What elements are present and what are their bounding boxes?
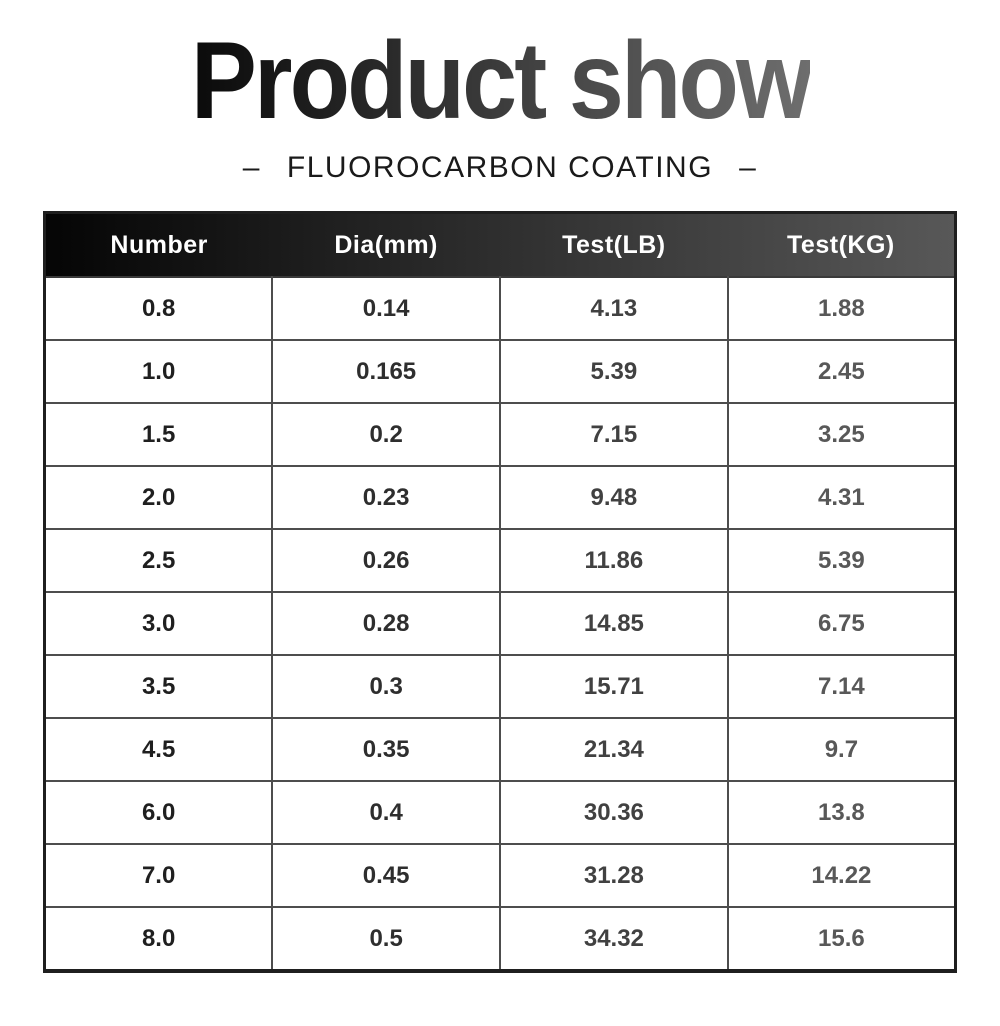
subtitle-dash-right: – — [739, 151, 758, 184]
table-cell: 0.45 — [271, 843, 501, 908]
column-header-test-kg: Test(KG) — [787, 230, 895, 259]
subtitle-text: FLUOROCARBON COATING — [286, 151, 714, 184]
table-cell: 5.39 — [726, 528, 957, 593]
table-body: 0.8 0.14 4.13 1.88 1.0 0.165 5.39 2.45 1.5 0.2 7.1… — [43, 276, 957, 972]
table-cell: 30.36 — [499, 780, 729, 845]
table-cell: 7.14 — [726, 654, 957, 719]
table-cell: 0.8 — [43, 276, 274, 341]
subtitle: – FLUOROCARBON COATING – — [0, 151, 1000, 185]
table-header-row: Number Dia(mm) Test(LB) Test(KG) — [45, 213, 956, 278]
table-row: 3.0 0.28 14.85 6.75 — [43, 591, 957, 656]
table-cell: 21.34 — [499, 717, 729, 782]
table-cell: 34.32 — [499, 906, 729, 972]
table-cell: 15.71 — [499, 654, 729, 719]
table-cell: 3.5 — [43, 654, 274, 719]
table-row: 1.5 0.2 7.15 3.25 — [43, 402, 957, 467]
table-cell: 0.14 — [271, 276, 501, 341]
table-cell: 14.85 — [499, 591, 729, 656]
table-cell: 1.88 — [726, 276, 957, 341]
table-cell: 1.0 — [43, 339, 274, 404]
column-header-number: Number — [110, 230, 208, 259]
header-section: Product show — [0, 26, 1000, 135]
table-cell: 4.13 — [499, 276, 729, 341]
table-cell: 0.2 — [271, 402, 501, 467]
table-cell: 2.5 — [43, 528, 274, 593]
table-cell: 0.4 — [271, 780, 501, 845]
table-cell: 2.0 — [43, 465, 274, 530]
table-row: 6.0 0.4 30.36 13.8 — [43, 780, 957, 845]
table-cell: 14.22 — [726, 843, 957, 908]
table-cell: 11.86 — [499, 528, 729, 593]
column-header-test-lb: Test(LB) — [562, 230, 666, 259]
table-cell: 4.5 — [43, 717, 274, 782]
table-row: 2.5 0.26 11.86 5.39 — [43, 528, 957, 593]
table-cell: 0.26 — [271, 528, 501, 593]
table-row: 8.0 0.5 34.32 15.6 — [43, 906, 957, 972]
table-cell: 2.45 — [726, 339, 957, 404]
table-cell: 0.3 — [271, 654, 501, 719]
table-row: 0.8 0.14 4.13 1.88 — [43, 276, 957, 341]
table-cell: 3.25 — [726, 402, 957, 467]
table-cell: 6.75 — [726, 591, 957, 656]
table-cell: 13.8 — [726, 780, 957, 845]
table-cell: 0.28 — [271, 591, 501, 656]
table-cell: 3.0 — [43, 591, 274, 656]
table-row: 7.0 0.45 31.28 14.22 — [43, 843, 957, 908]
table-cell: 0.23 — [271, 465, 501, 530]
table-cell: 0.5 — [271, 906, 501, 972]
spec-table: Number Dia(mm) Test(LB) Test(KG) 0.8 0.14… — [43, 211, 957, 973]
subtitle-dash-left: – — [242, 151, 261, 184]
table-cell: 0.35 — [271, 717, 501, 782]
table-row: 4.5 0.35 21.34 9.7 — [43, 717, 957, 782]
table-cell: 5.39 — [499, 339, 729, 404]
column-header-dia-mm: Dia(mm) — [334, 230, 438, 259]
table-cell: 4.31 — [726, 465, 957, 530]
table-row: 2.0 0.23 9.48 4.31 — [43, 465, 957, 530]
table-cell: 9.48 — [499, 465, 729, 530]
page-title: Product show — [190, 19, 812, 142]
table-cell: 8.0 — [43, 906, 274, 972]
table-cell: 31.28 — [499, 843, 729, 908]
table-row: 1.0 0.165 5.39 2.45 — [43, 339, 957, 404]
table-cell: 15.6 — [726, 906, 957, 972]
table-cell: 1.5 — [43, 402, 274, 467]
table-row: 3.5 0.3 15.71 7.14 — [43, 654, 957, 719]
table-cell: 9.7 — [726, 717, 957, 782]
table-header: Number Dia(mm) Test(LB) Test(KG) — [44, 212, 956, 278]
table-cell: 6.0 — [43, 780, 274, 845]
table-cell: 7.15 — [499, 402, 729, 467]
table-cell: 7.0 — [43, 843, 274, 908]
table-cell: 0.165 — [271, 339, 501, 404]
